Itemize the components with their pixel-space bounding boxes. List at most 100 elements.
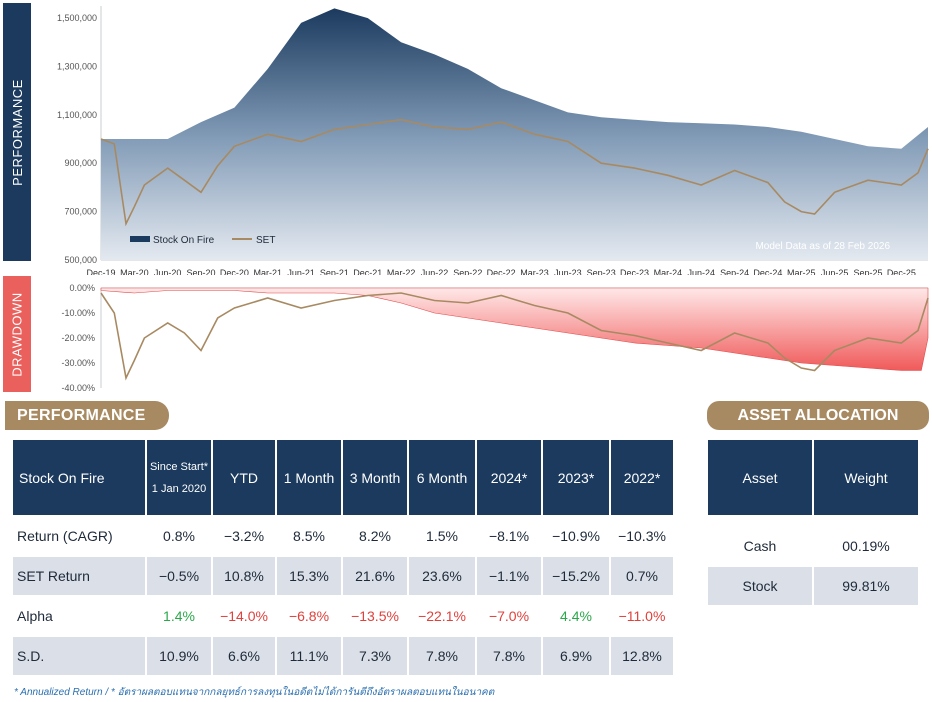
- header-6-month: 6 Month: [409, 440, 475, 515]
- x-tick-label: Mar-24: [654, 268, 683, 275]
- x-tick-label: Dec-24: [753, 268, 782, 275]
- asset-allocation-title: ASSET ALLOCATION: [707, 401, 929, 430]
- x-tick-label: Sep-21: [320, 268, 349, 275]
- x-tick-label: Dec-23: [620, 268, 649, 275]
- asset-weight: 00.19%: [814, 517, 918, 565]
- table-cell: 1.4%: [147, 597, 211, 635]
- header-since-start: Since Start* 1 Jan 2020: [147, 440, 211, 515]
- table-cell: −1.1%: [477, 557, 541, 595]
- dd-y-tick-label: -30.00%: [61, 358, 95, 368]
- asset-allocation-table: Asset Weight Cash 00.19% Stock 99.81%: [706, 438, 920, 607]
- legend-swatch-stock-on-fire: [130, 236, 150, 242]
- x-tick-label: Dec-20: [220, 268, 249, 275]
- set-line: [100, 118, 929, 227]
- header-2023: 2023*: [543, 440, 609, 515]
- allocation-row: Cash 00.19%: [708, 517, 918, 565]
- dd-y-tick-label: 0.00%: [69, 283, 95, 293]
- x-tick-label: Dec-19: [86, 268, 115, 275]
- asset-name: Stock: [708, 567, 812, 605]
- row-label: S.D.: [13, 637, 145, 675]
- table-cell: 6.9%: [543, 637, 609, 675]
- header-asset: Asset: [708, 440, 812, 515]
- stock-on-fire-drawdown-area: [100, 287, 929, 371]
- y-tick-label: 1,100,000: [57, 110, 97, 120]
- set-drawdown-line: [100, 292, 929, 381]
- dd-y-tick-label: -20.00%: [61, 333, 95, 343]
- table-cell: −6.8%: [277, 597, 341, 635]
- performance-table-header: Stock On Fire Since Start* 1 Jan 2020 YTD…: [13, 440, 673, 515]
- x-tick-label: Jun-21: [287, 268, 315, 275]
- header-fund-name: Stock On Fire: [13, 440, 145, 515]
- x-tick-label: Dec-21: [353, 268, 382, 275]
- x-tick-label: Mar-20: [120, 268, 149, 275]
- performance-chart: 500,000 700,000 900,000 1,100,000 1,300,000 1…: [57, 6, 929, 275]
- y-tick-label: 500,000: [64, 255, 97, 265]
- x-tick-label: Jun-24: [687, 268, 715, 275]
- x-tick-label: Sep-22: [453, 268, 482, 275]
- x-tick-label: Jun-25: [821, 268, 849, 275]
- allocation-header: Asset Weight: [708, 440, 918, 515]
- table-cell: 6.6%: [213, 637, 275, 675]
- x-tick-label: Mar-21: [253, 268, 282, 275]
- header-weight: Weight: [814, 440, 918, 515]
- x-tick-label: Jun-22: [421, 268, 449, 275]
- table-cell: −10.3%: [611, 517, 673, 555]
- allocation-row: Stock 99.81%: [708, 567, 918, 605]
- table-row: S.D. 10.9% 6.6% 11.1% 7.3% 7.8% 7.8% 6.9…: [13, 637, 673, 675]
- table-cell: −7.0%: [477, 597, 541, 635]
- table-cell: −10.9%: [543, 517, 609, 555]
- x-tick-label: Jun-23: [554, 268, 582, 275]
- x-tick-label: Dec-25: [887, 268, 916, 275]
- table-cell: 11.1%: [277, 637, 341, 675]
- x-tick-label: Sep-24: [720, 268, 749, 275]
- drawdown-chart: 0.00% -10.00% -20.00% -30.00% -40.00%: [61, 283, 929, 393]
- y-tick-label: 1,500,000: [57, 13, 97, 23]
- table-cell: 7.3%: [343, 637, 407, 675]
- since-start-date: 1 Jan 2020: [151, 482, 207, 495]
- table-cell: 0.7%: [611, 557, 673, 595]
- table-cell: −11.0%: [611, 597, 673, 635]
- header-3-month: 3 Month: [343, 440, 407, 515]
- performance-table: Stock On Fire Since Start* 1 Jan 2020 YTD…: [11, 438, 675, 677]
- x-tick-label: Sep-23: [587, 268, 616, 275]
- table-cell: 10.8%: [213, 557, 275, 595]
- y-tick-label: 700,000: [64, 207, 97, 217]
- table-cell: 7.8%: [409, 637, 475, 675]
- stock-on-fire-area: [101, 8, 928, 261]
- dd-y-tick-label: -40.00%: [61, 383, 95, 393]
- table-cell: 8.2%: [343, 517, 407, 555]
- table-cell: 10.9%: [147, 637, 211, 675]
- legend-label-set: SET: [256, 235, 275, 246]
- row-label: Return (CAGR): [13, 517, 145, 555]
- table-cell: −13.5%: [343, 597, 407, 635]
- header-ytd: YTD: [213, 440, 275, 515]
- table-cell: 8.5%: [277, 517, 341, 555]
- y-tick-label: 900,000: [64, 158, 97, 168]
- table-cell: −3.2%: [213, 517, 275, 555]
- table-cell: 1.5%: [409, 517, 475, 555]
- table-cell: 0.8%: [147, 517, 211, 555]
- header-2022: 2022*: [611, 440, 673, 515]
- x-tick-label: Sep-20: [187, 268, 216, 275]
- table-row: Alpha 1.4% −14.0% −6.8% −13.5% −22.1% −7…: [13, 597, 673, 635]
- header-2024: 2024*: [477, 440, 541, 515]
- x-tick-label: Mar-23: [520, 268, 549, 275]
- header-1-month: 1 Month: [277, 440, 341, 515]
- table-cell: 7.8%: [477, 637, 541, 675]
- footnote: * Annualized Return / * อัตราผลตอบแทนจาก…: [14, 687, 495, 698]
- performance-section-title: PERFORMANCE: [5, 401, 169, 430]
- table-row: Return (CAGR) 0.8% −3.2% 8.5% 8.2% 1.5% …: [13, 517, 673, 555]
- table-cell: 23.6%: [409, 557, 475, 595]
- table-cell: −14.0%: [213, 597, 275, 635]
- table-cell: 15.3%: [277, 557, 341, 595]
- asset-weight: 99.81%: [814, 567, 918, 605]
- since-start-label: Since Start*: [149, 460, 209, 473]
- table-cell: 21.6%: [343, 557, 407, 595]
- row-label: Alpha: [13, 597, 145, 635]
- table-cell: 4.4%: [543, 597, 609, 635]
- x-tick-label: Jun-20: [154, 268, 182, 275]
- x-tick-label: Sep-25: [853, 268, 882, 275]
- table-cell: 12.8%: [611, 637, 673, 675]
- y-tick-label: 1,300,000: [57, 61, 97, 71]
- table-cell: −0.5%: [147, 557, 211, 595]
